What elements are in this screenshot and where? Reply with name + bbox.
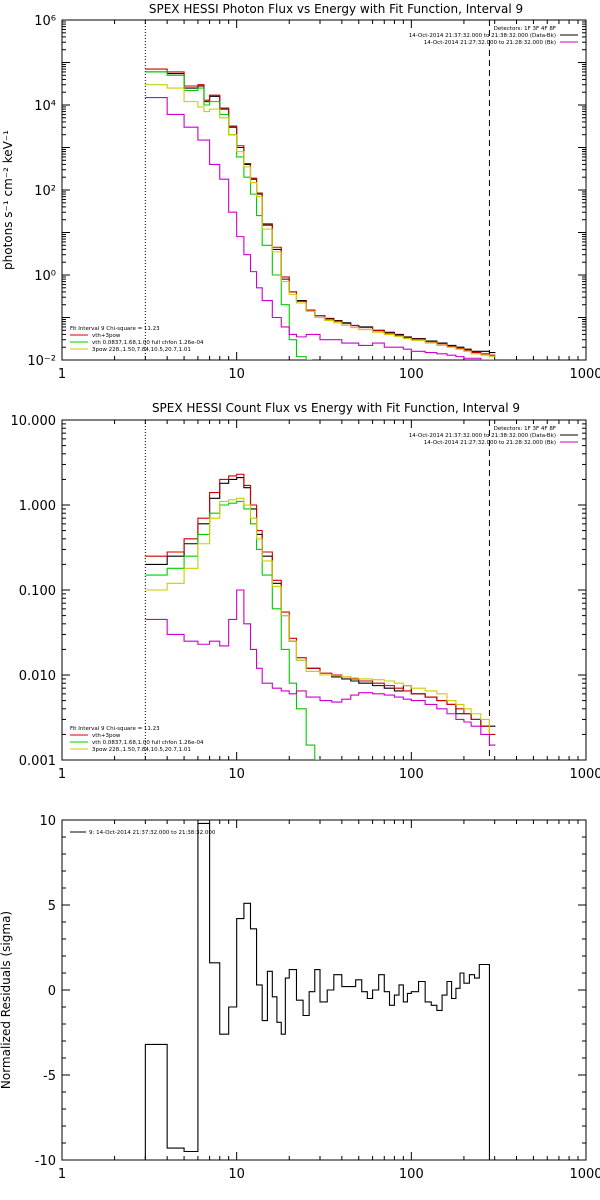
legend-entry: Fit Interval 9 Chi-square = 11.23 [70, 326, 160, 332]
data-series-line [145, 84, 496, 358]
legend-entry: Detectors: 1F 3F 4F 8F [494, 26, 556, 32]
panel-title: SPEX HESSI Count Flux vs Energy with Fit… [152, 401, 520, 415]
legend-entry: vth 0.0837,1.68,1.00 full chfon 1.26e-04 [92, 340, 204, 346]
y-tick-label: 10⁻² [27, 354, 56, 369]
data-series-line [145, 589, 496, 746]
legend-entry: 3pow 228.,1.50,7.84,10.5,20.7,1.01 [92, 347, 191, 353]
legend-entry: vth 0.0837,1.68,1.00 full chfon 1.26e-04 [92, 740, 204, 746]
data-series-line [145, 477, 496, 727]
y-tick-label: 10² [34, 184, 56, 199]
x-tick-label: 10 [228, 1167, 245, 1182]
x-tick-label: 10 [228, 367, 245, 382]
x-tick-label: 100 [399, 767, 424, 782]
plot-frame [61, 819, 587, 1161]
x-tick-label: 1 [58, 367, 66, 382]
y-tick-label: 10 [39, 814, 56, 829]
x-tick-label: 1000 [569, 367, 600, 382]
legend-entry: vth+3pow [92, 333, 121, 339]
y-axis-label: Normalized Residuals (sigma) [0, 911, 13, 1089]
y-tick-label: 0.100 [19, 584, 56, 599]
legend-entry: Detectors: 1F 3F 4F 8F [494, 426, 556, 432]
y-tick-label: 10⁰ [34, 269, 56, 284]
data-series-line [145, 500, 321, 760]
data-series-line [145, 68, 496, 356]
x-tick-label: 1 [58, 1167, 66, 1182]
data-series-line [145, 71, 313, 360]
count-flux-panel: SPEX HESSI Count Flux vs Energy with Fit… [11, 401, 600, 782]
residuals-panel: Normalized Residuals (sigma) 1 10 100 1000-… [0, 814, 600, 1182]
y-tick-label: 0.001 [19, 754, 56, 769]
x-tick-label: 100 [399, 367, 424, 382]
legend-entry: 9: 14-Oct-2014 21:37:32.000 to 21:38:32.… [89, 830, 216, 836]
data-series-line [145, 96, 496, 360]
data-series-line [145, 71, 496, 354]
x-tick-label: 1 [58, 767, 66, 782]
y-tick-label: 10⁶ [34, 14, 56, 29]
y-tick-label: 1.000 [19, 499, 56, 514]
y-tick-label: 0.010 [19, 669, 56, 684]
y-axis-label: photons s⁻¹ cm⁻² keV⁻¹ [1, 130, 15, 270]
x-tick-label: 100 [399, 1167, 424, 1182]
x-tick-label: 1000 [569, 1167, 600, 1182]
x-tick-label: 1000 [569, 767, 600, 782]
panel-title: SPEX HESSI Photon Flux vs Energy with Fi… [149, 2, 523, 16]
legend-entry: 14-Oct-2014 21:37:32.000 to 21:38:32.000… [409, 433, 556, 439]
legend-entry: Fit Interval 9 Chi-square = 11.23 [70, 726, 160, 732]
plot-area [144, 822, 490, 1160]
y-tick-label: 0 [48, 984, 56, 999]
photon-flux-panel: SPEX HESSI Photon Flux vs Energy with Fi… [1, 2, 600, 382]
y-tick-label: 10.000 [11, 414, 57, 429]
y-tick-label: 10⁴ [34, 99, 56, 114]
data-series-line [145, 497, 496, 746]
plot-frame [61, 419, 587, 761]
data-series-line [145, 473, 496, 735]
y-tick-label: -5 [43, 1069, 56, 1084]
legend-entry: 14-Oct-2014 21:27:32.000 to 21:28:32.000… [424, 440, 556, 446]
legend-entry: 3pow 228.,1.50,7.84,10.5,20.7,1.01 [92, 747, 191, 753]
plot-frame [61, 19, 587, 361]
plot-area [145, 68, 496, 360]
data-series-line [144, 822, 490, 1160]
legend-entry: vth+3pow [92, 733, 121, 739]
y-tick-label: 5 [48, 899, 56, 914]
legend-entry: 14-Oct-2014 21:37:32.000 to 21:38:32.000… [409, 33, 556, 39]
x-tick-label: 10 [228, 767, 245, 782]
plot-area [145, 473, 496, 760]
y-tick-label: -10 [35, 1154, 56, 1169]
legend-entry: 14-Oct-2014 21:27:32.000 to 21:28:32.000… [424, 40, 556, 46]
